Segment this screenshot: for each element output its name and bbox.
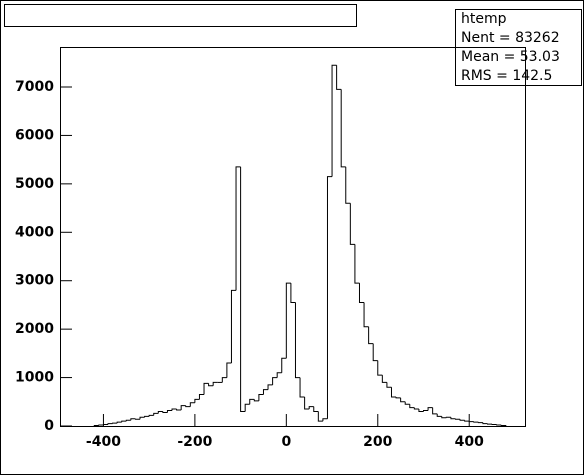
- histogram-bin: [404, 401, 410, 405]
- histogram-bin: [276, 372, 282, 378]
- x-tick-label: -200: [177, 434, 212, 450]
- histogram-bin: [189, 402, 195, 407]
- x-tick-label: 400: [455, 434, 484, 450]
- histogram-bin: [198, 394, 205, 400]
- histogram-bin: [107, 423, 113, 425]
- y-tick-label: 2000: [15, 321, 54, 337]
- histogram-bin: [244, 403, 250, 412]
- histogram-bin: [500, 425, 507, 427]
- histogram-bin: [121, 420, 127, 423]
- histogram-bin: [409, 404, 415, 409]
- y-tick-label: 4000: [15, 224, 54, 240]
- histogram-bin: [148, 414, 154, 417]
- histogram-bin: [331, 64, 337, 177]
- histogram-bin: [230, 289, 237, 364]
- histogram-bin: [157, 410, 163, 414]
- histogram-bin: [162, 411, 168, 413]
- histogram-bin: [235, 166, 241, 291]
- histogram-bin: [221, 377, 227, 383]
- histogram-bin: [139, 416, 145, 420]
- histogram-bin: [418, 409, 424, 412]
- histogram-bin: [240, 166, 246, 412]
- histogram-bin: [258, 394, 264, 401]
- histogram-bin: [372, 343, 378, 362]
- histogram-bin: [125, 419, 131, 422]
- histogram-bin: [267, 384, 273, 390]
- histogram-bin: [299, 377, 305, 398]
- histogram-bin: [285, 282, 291, 359]
- histogram-bin: [390, 387, 397, 398]
- x-tick-label: -400: [86, 434, 121, 450]
- histogram-bin: [308, 406, 314, 410]
- y-tick-label: 5000: [15, 176, 54, 192]
- histogram-bin: [249, 398, 255, 405]
- y-tick-label: 1000: [15, 370, 54, 386]
- histogram-bin: [358, 283, 365, 304]
- title-box: [4, 4, 357, 27]
- histogram-bin: [262, 389, 269, 395]
- histogram-bin: [464, 420, 470, 422]
- histogram-bin: [281, 357, 287, 373]
- stats-entry: RMS = 142.5: [461, 68, 552, 84]
- histogram-bin: [427, 407, 433, 411]
- histogram-bin: [130, 418, 136, 421]
- histogram-bin: [290, 283, 296, 304]
- histogram-bin: [153, 412, 159, 416]
- y-tick-label: 6000: [15, 127, 54, 143]
- histogram-bin: [441, 416, 447, 419]
- histogram-bin: [208, 383, 214, 387]
- stats-title: htemp: [461, 11, 507, 27]
- histogram-bin: [317, 411, 323, 422]
- histogram-bin: [354, 244, 360, 284]
- histogram-bin: [194, 398, 200, 403]
- histogram-bin: [395, 396, 401, 399]
- histogram-bin: [322, 418, 328, 422]
- histogram-bin: [413, 407, 419, 410]
- histogram-bin: [349, 203, 355, 245]
- histogram-bin: [368, 326, 374, 345]
- histogram-bin: [345, 166, 351, 204]
- histogram-bin: [304, 396, 310, 410]
- y-tick-label: 7000: [15, 79, 54, 95]
- histogram-bin: [432, 407, 438, 415]
- histogram-bin: [185, 405, 191, 408]
- histogram-bin: [171, 408, 177, 411]
- plot-frame: [60, 47, 526, 427]
- histogram-bin: [340, 89, 346, 168]
- x-tick-label: 200: [363, 434, 392, 450]
- histogram-bin: [422, 410, 429, 412]
- histogram-bin: [459, 419, 465, 421]
- histogram-bin: [377, 360, 383, 376]
- stats-entry: Mean = 53.03: [461, 49, 560, 65]
- histogram-bin: [144, 415, 150, 418]
- histogram-bin: [313, 406, 319, 412]
- y-tick-label: 3000: [15, 273, 54, 289]
- histogram-bin: [226, 362, 232, 378]
- histogram-bin: [436, 413, 442, 417]
- histogram-bin: [203, 382, 209, 395]
- histogram-bin: [116, 421, 122, 424]
- stats-entry: Nent = 83262: [461, 30, 560, 46]
- histogram-bin: [386, 382, 392, 388]
- histogram-bin: [166, 410, 173, 413]
- histogram-bin: [482, 422, 488, 425]
- x-tick-label: 0: [281, 434, 291, 450]
- histogram-bin: [381, 375, 387, 383]
- histogram-bin: [400, 397, 406, 403]
- histogram-bin: [176, 409, 182, 411]
- histogram-bin: [272, 377, 278, 385]
- histogram-bin: [180, 405, 186, 411]
- y-tick-label: 0: [44, 418, 54, 434]
- histogram-bin: [450, 417, 456, 420]
- histogram-bin: [363, 302, 369, 328]
- histogram-bin: [336, 65, 342, 90]
- histogram-bin: [253, 399, 259, 402]
- histogram-bin: [294, 302, 301, 379]
- histogram-bin: [212, 381, 218, 386]
- histogram-bin: [326, 176, 333, 419]
